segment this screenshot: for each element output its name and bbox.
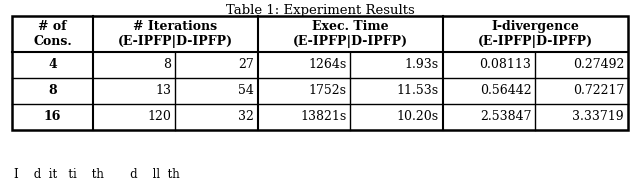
Text: 0.72217: 0.72217 bbox=[573, 84, 624, 98]
Text: I-divergence
(E-IPFP|D-IPFP): I-divergence (E-IPFP|D-IPFP) bbox=[478, 20, 593, 48]
Text: 4: 4 bbox=[48, 59, 57, 72]
Text: 8: 8 bbox=[48, 84, 57, 98]
Text: 1264s: 1264s bbox=[308, 59, 346, 72]
Text: 120: 120 bbox=[148, 111, 172, 123]
Text: 1.93s: 1.93s bbox=[405, 59, 439, 72]
Text: 3.33719: 3.33719 bbox=[572, 111, 624, 123]
Text: 2.53847: 2.53847 bbox=[480, 111, 531, 123]
Text: 10.20s: 10.20s bbox=[397, 111, 439, 123]
Text: 8: 8 bbox=[163, 59, 172, 72]
Text: 13821s: 13821s bbox=[300, 111, 346, 123]
Text: 32: 32 bbox=[238, 111, 254, 123]
Text: I    d  it   ti    th       d    ll  th: I d it ti th d ll th bbox=[14, 169, 180, 181]
Text: 27: 27 bbox=[238, 59, 254, 72]
Text: 1752s: 1752s bbox=[308, 84, 346, 98]
Text: Table 1: Experiment Results: Table 1: Experiment Results bbox=[226, 4, 414, 17]
Bar bbox=[12, 16, 628, 130]
Text: 16: 16 bbox=[44, 111, 61, 123]
Text: 54: 54 bbox=[238, 84, 254, 98]
Text: 0.56442: 0.56442 bbox=[480, 84, 531, 98]
Text: 11.53s: 11.53s bbox=[397, 84, 439, 98]
Text: # Iterations
(E-IPFP|D-IPFP): # Iterations (E-IPFP|D-IPFP) bbox=[118, 20, 233, 48]
Text: 0.27492: 0.27492 bbox=[573, 59, 624, 72]
Text: Exec. Time
(E-IPFP|D-IPFP): Exec. Time (E-IPFP|D-IPFP) bbox=[293, 20, 408, 48]
Text: # of
Cons.: # of Cons. bbox=[33, 20, 72, 48]
Text: 0.08113: 0.08113 bbox=[479, 59, 531, 72]
Text: 13: 13 bbox=[156, 84, 172, 98]
